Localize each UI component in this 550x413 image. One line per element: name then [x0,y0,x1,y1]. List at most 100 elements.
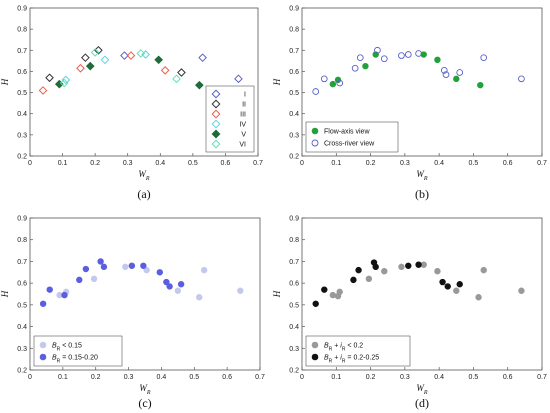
x-axis-label: WR [416,383,428,396]
data-point [434,56,441,63]
y-tick-label: 0.2 [289,368,299,375]
data-point [329,291,337,299]
data-point [81,53,90,63]
data-point [355,266,362,274]
panel-4: 0 0.1 0.2 0.3 0.4 0.5 0.6 0.7 0.2 0.3 0.4 0.5 0.6 0.7… [272,216,547,411]
legend: Flow-axis view Cross-river view [305,121,399,153]
panel-3: 0 0.1 0.2 0.3 0.4 0.5 0.6 0.7 0.2 0.3 0.4 0.5 0.6 0.7… [0,216,265,411]
data-point [59,78,69,88]
data-point [453,287,460,294]
data-point [90,275,98,282]
y-tick-label: 0.6 [289,281,299,288]
x-tick-label: 0.5 [469,374,479,381]
y-tick-label: 0.3 [289,346,299,353]
legend: BR + iR < 0.2 BR + iR = 0.2-0.25 [305,335,411,367]
y-tick-label: 0.7 [289,259,299,266]
data-point [350,276,357,284]
data-point [234,74,243,84]
data-point [120,51,129,60]
data-point [518,287,525,294]
data-point [46,286,53,293]
legend-marker [311,139,319,147]
legend-box [205,85,255,153]
data-point [442,71,450,78]
legend-marker [211,89,221,99]
y-tick-label: 0.7 [289,48,299,55]
y-tick-label: 0.7 [17,48,27,55]
data-point [196,294,203,301]
data-point [351,64,359,72]
legend-marker [39,353,47,361]
data-point [140,262,147,269]
data-point [398,263,405,271]
legend-marker [39,341,47,349]
y-tick-label: 0.8 [17,237,27,244]
y-tick-label: 0.4 [17,324,27,331]
data-point [122,263,129,271]
data-point [76,63,85,73]
x-tick-label: 0.7 [253,160,263,167]
x-tick-label: 0.4 [155,160,165,167]
x-tick-label: 0.4 [157,374,167,381]
data-point [518,75,525,83]
legend-marker [211,109,221,119]
x-tick-label: 0.4 [434,160,444,167]
data-point [475,294,482,301]
data-point [195,80,204,90]
data-point [61,291,68,299]
y-tick-label: 0.6 [289,69,299,76]
y-tick-label: 0.2 [17,368,27,375]
x-tick-label: 0 [300,160,304,167]
data-point [177,68,186,77]
data-point [362,62,369,70]
data-point [453,75,460,83]
plot-frame [301,217,543,371]
data-point [200,266,208,274]
data-point [374,46,381,54]
data-point [82,265,90,273]
data-point [198,53,207,63]
data-point [85,61,95,71]
y-tick-label: 0.4 [289,111,299,118]
panel-label: (b) [415,187,429,201]
legend-entry: Cross-river view [324,141,375,148]
data-point [45,73,54,83]
x-tick-label: 0.7 [537,160,547,167]
data-point [163,278,170,286]
panel-1: 0 0.1 0.2 0.3 0.4 0.5 0.6 0.7 0.2 0.3 0.4 0.5 0.6 0.7… [0,6,263,202]
data-point [143,266,150,274]
y-axis-label: H [0,78,10,86]
y-tick-label: 0.8 [289,27,299,34]
data-point [380,55,388,63]
data-point [136,49,146,58]
x-tick-label: 0.6 [503,374,513,381]
legend-marker [311,353,319,361]
x-axis-label: WR [138,169,150,182]
data-point [456,281,463,288]
legend-entry: VI [239,142,246,149]
x-tick-label: 0.7 [255,374,265,381]
data-point [174,287,182,294]
data-point [38,86,48,95]
data-point [321,286,328,293]
data-point [166,283,173,290]
x-tick-label: 0.5 [469,160,479,167]
data-point [477,81,484,89]
legend-marker [211,99,221,109]
data-point [336,288,343,296]
data-point [444,283,451,290]
legend-marker [311,341,319,349]
y-tick-label: 0.8 [17,27,27,34]
y-tick-label: 0.2 [289,154,299,161]
data-point [39,300,47,307]
data-point [312,88,320,95]
plot-frame [29,7,259,157]
legend-box [305,121,399,153]
plot-frame [29,217,261,371]
x-tick-label: 0.6 [503,160,513,167]
panel-2: 0 0.1 0.2 0.3 0.4 0.5 0.6 0.7 0.2 0.3 0.4 0.5 0.6 0.7… [272,6,547,202]
data-point [365,275,373,282]
data-point [381,268,388,275]
x-tick-label: 0.2 [91,374,101,381]
data-point [100,55,110,65]
